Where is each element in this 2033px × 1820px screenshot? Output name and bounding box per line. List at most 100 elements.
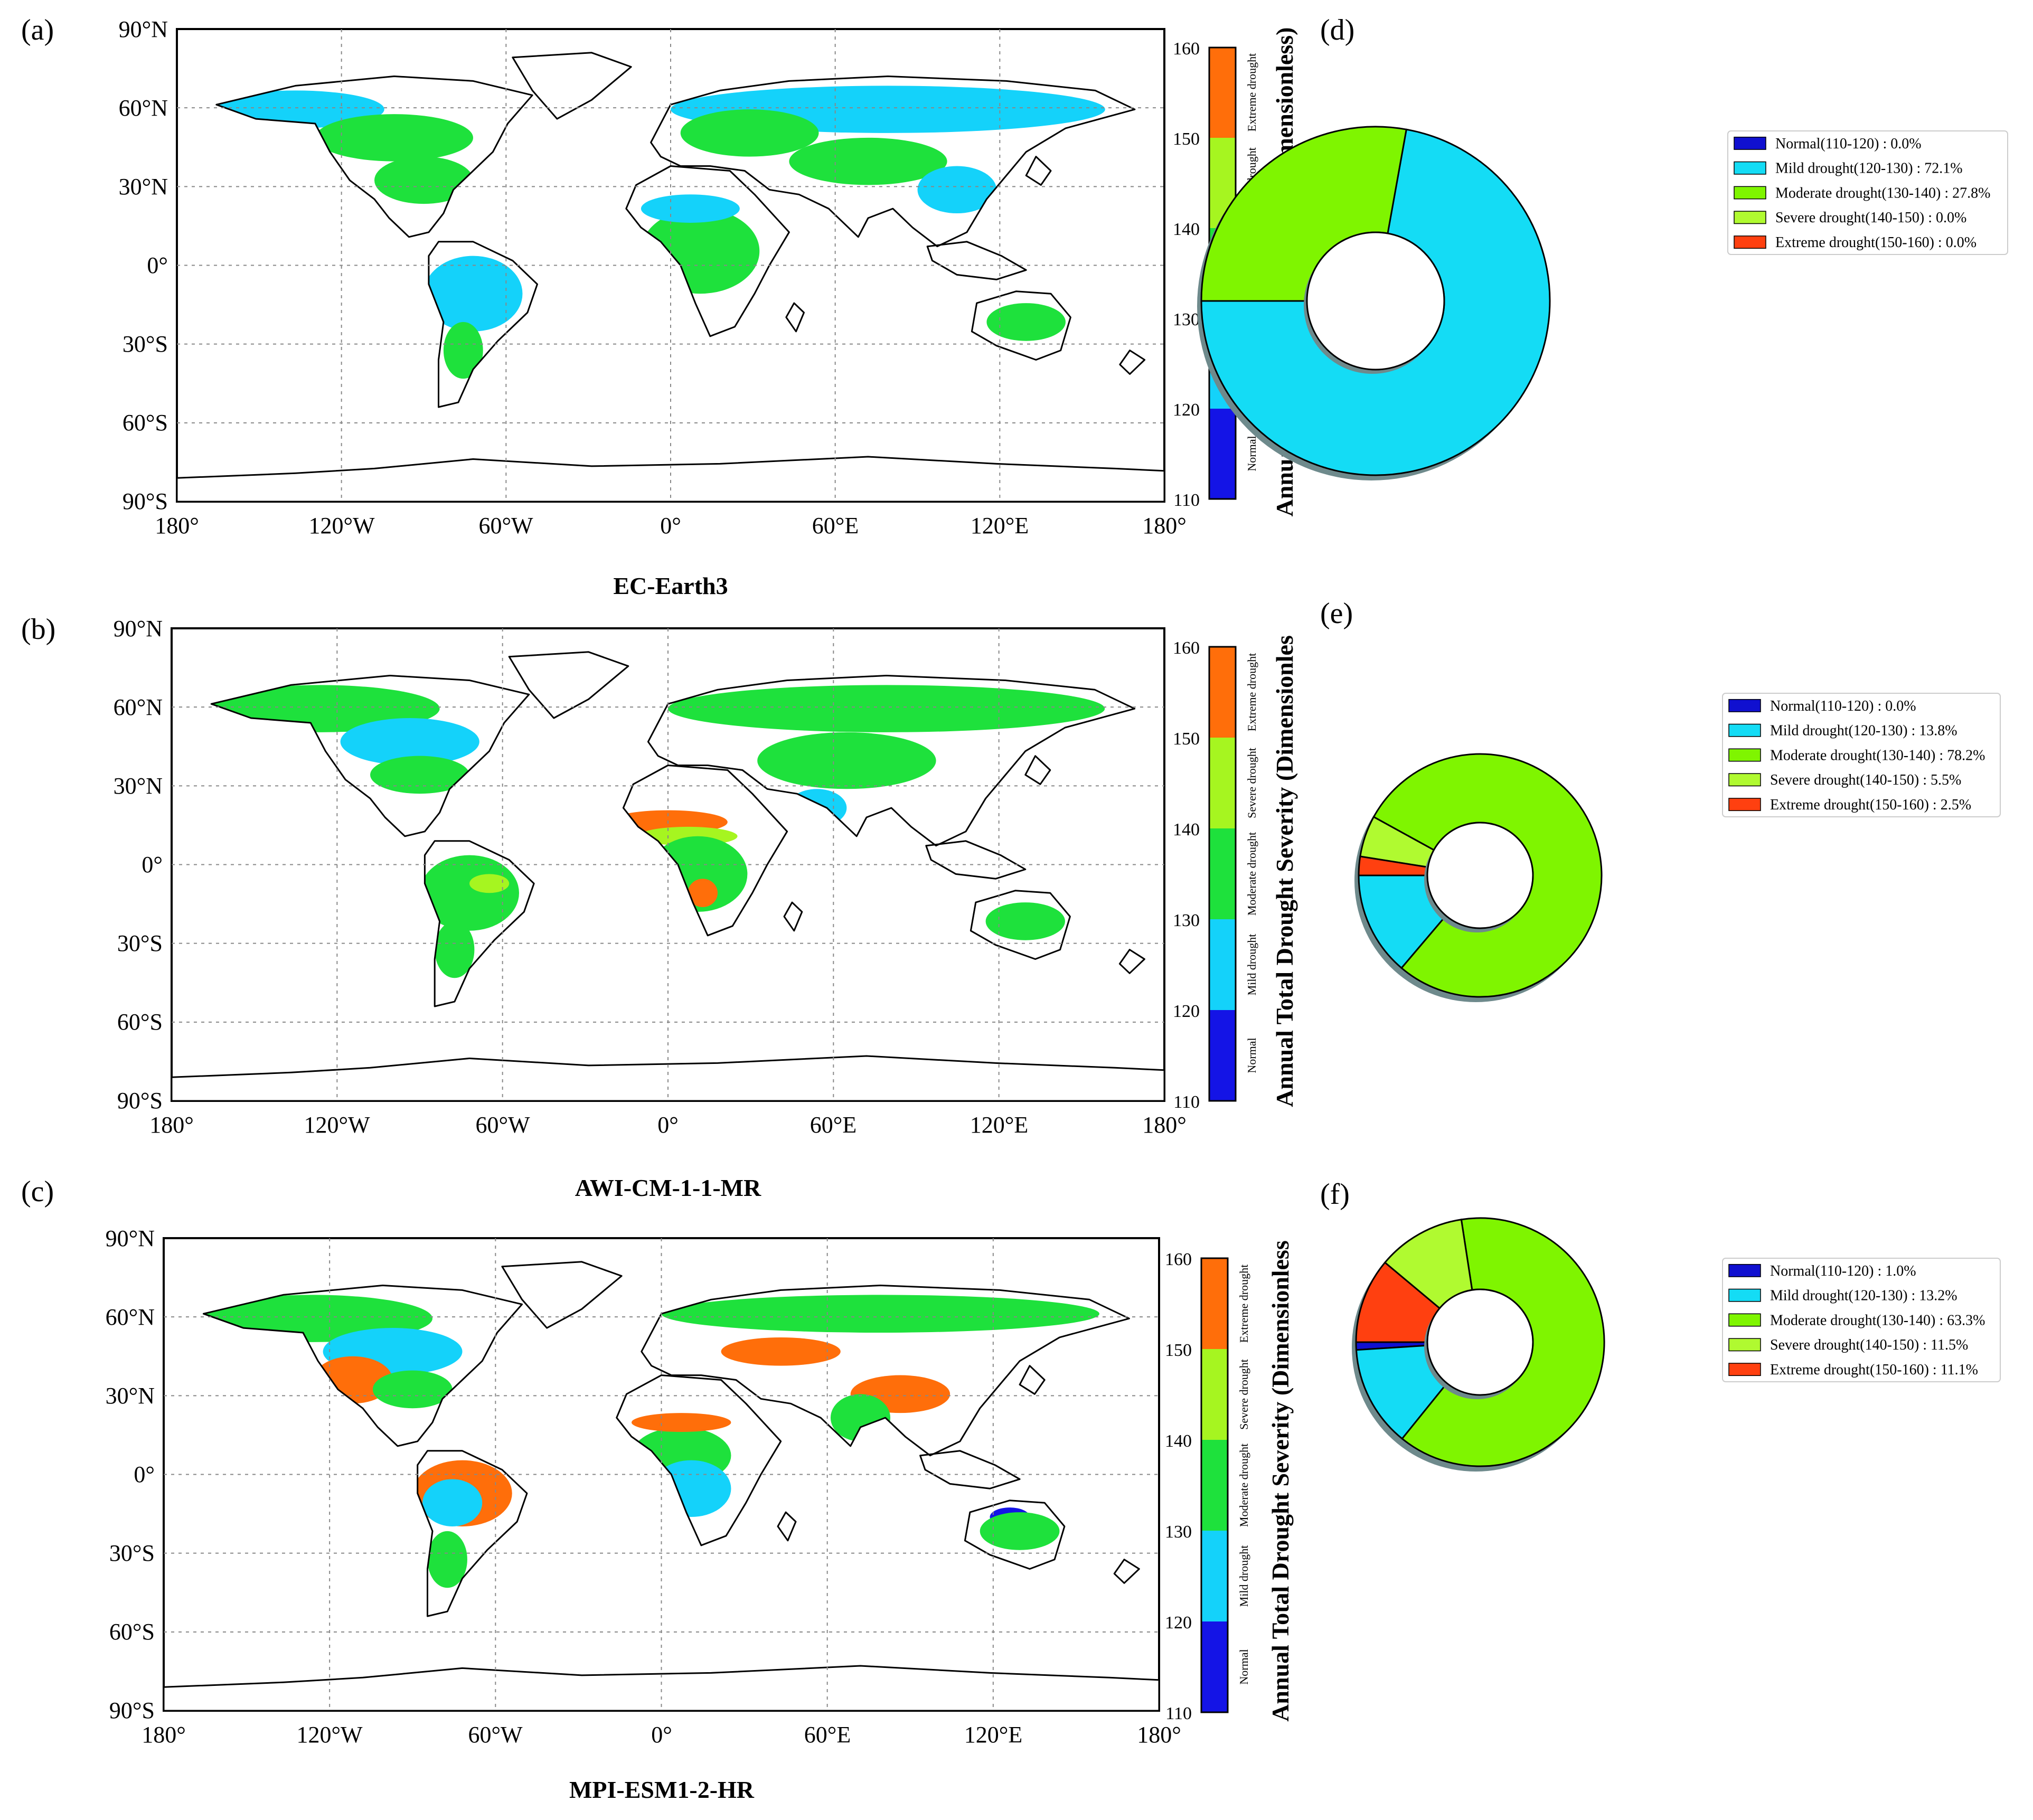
colorbar-tick: 130 (1165, 1522, 1192, 1542)
lat-tick-labels: 90°N 60°N 30°N 0° 30°S 60°S 90°S (119, 16, 168, 514)
colorbar-title: Annual Total Drought Severity (Dimension… (1267, 1240, 1294, 1722)
lon-tick: 60°W (478, 513, 533, 539)
colorbar-segment-moderate (1201, 1440, 1228, 1531)
colorbar-segment-normal (1201, 1621, 1228, 1712)
land-greenland (509, 652, 628, 718)
lat-tick: 0° (142, 852, 163, 878)
lon-tick: 120°E (971, 513, 1029, 539)
class-label-extreme: Extreme drought (1245, 53, 1258, 131)
legend-swatch-extreme (1728, 798, 1761, 812)
coastline-africa (616, 1374, 782, 1546)
drought-patch-mild (423, 256, 523, 332)
colorbar-tick: 110 (1173, 1092, 1200, 1112)
lat-tick: 60°S (109, 1619, 155, 1645)
class-label-moderate: Moderate drought (1237, 1444, 1250, 1527)
pie-panel-d: (d) Normal(110-120) : 0.0% Mild drought(1… (1197, 14, 2008, 480)
coastline-madagascar (785, 302, 805, 333)
lat-tick: 90°N (106, 1225, 155, 1251)
lon-tick: 180° (1137, 1722, 1181, 1748)
map-panel-c: (c) 90°N 60°N 30°N 0° 30°S 60°S 90°S 180… (21, 1175, 1294, 1803)
lat-tick: 90°S (117, 1088, 163, 1114)
drought-patch-moderate (443, 322, 483, 379)
legend-label: Extreme drought(150-160) : 0.0% (1775, 234, 1976, 251)
colorbar-tick: 150 (1173, 729, 1200, 749)
pie-panel-e: (e) Normal(110-120) : 0.0% Mild drought(1… (1320, 597, 2001, 1002)
panel-letter-d: (d) (1320, 14, 1354, 46)
drought-patch-moderate (985, 902, 1066, 940)
coastline-australia (971, 290, 1071, 361)
coastline-japan (1019, 1365, 1046, 1395)
colorbar-class-labels: Extreme drought Severe drought Moderate … (1245, 653, 1258, 1073)
coastline-greenland (508, 651, 629, 719)
legend-box (1722, 1258, 2001, 1382)
lat-tick: 60°N (119, 95, 168, 121)
lon-tick: 0° (651, 1722, 672, 1748)
legend-label: Extreme drought(150-160) : 11.1% (1770, 1362, 1978, 1378)
pie-panel-f: (f) Normal(110-120) : 1.0% Mild drought(1… (1320, 1178, 2001, 1472)
legend-swatch-mild (1734, 161, 1766, 175)
colorbar-tick: 130 (1173, 911, 1200, 930)
coastline-south-america (423, 840, 535, 1007)
colorbar-segment-extreme (1209, 48, 1236, 138)
legend-swatch-moderate (1728, 1313, 1761, 1327)
legend-label: Severe drought(140-150) : 0.0% (1775, 210, 1966, 226)
lat-tick: 30°S (123, 331, 168, 357)
coastline-north-america (210, 675, 530, 837)
land-southeast-asia (926, 841, 1025, 879)
coastline-eurasia (650, 76, 1136, 248)
donut-chart (1352, 1217, 1605, 1472)
colorbar-segment-mild (1201, 1531, 1228, 1621)
lat-tick: 60°S (123, 410, 168, 436)
colorbar-tick: 160 (1173, 39, 1200, 59)
panel-letter-b: (b) (21, 613, 55, 646)
land-antarctica (172, 1056, 1164, 1101)
legend-label: Normal(110-120) : 1.0% (1770, 1263, 1916, 1279)
drought-patch-mild (641, 194, 740, 223)
pie-legend: Normal(110-120) : 1.0% Mild drought(120-1… (1722, 1258, 2001, 1382)
colorbar (1208, 646, 1237, 1102)
lon-tick: 0° (660, 513, 681, 539)
lat-tick: 30°S (109, 1540, 155, 1566)
class-label-normal: Normal (1245, 1038, 1258, 1073)
lon-tick: 180° (149, 1112, 194, 1138)
colorbar-tick: 120 (1173, 400, 1200, 420)
drought-fill (211, 685, 1105, 978)
legend-label: Mild drought(120-130) : 13.2% (1770, 1288, 1957, 1304)
lon-tick-labels: 180° 120°W 60°W 0° 60°E 120°E 180° (149, 1112, 1187, 1138)
colorbar-tick: 150 (1165, 1341, 1192, 1360)
legend-swatch-severe (1728, 1338, 1761, 1352)
gridlines (177, 29, 1164, 502)
lon-tick: 120°E (964, 1722, 1022, 1748)
colorbar-ticks: 160 150 140 130 120 110 (1173, 638, 1200, 1112)
lon-tick: 60°W (468, 1722, 523, 1748)
legend-swatch-normal (1728, 699, 1761, 712)
class-label-normal: Normal (1245, 436, 1258, 471)
colorbar-tick: 110 (1165, 1704, 1192, 1723)
coastline-north-america (215, 76, 533, 238)
colorbar-class-labels: Extreme drought Severe drought Moderate … (1237, 1265, 1250, 1685)
coastline-eurasia (641, 1285, 1130, 1457)
class-label-normal: Normal (1237, 1649, 1250, 1684)
lon-tick: 120°W (304, 1112, 370, 1138)
colorbar-segment-severe (1201, 1349, 1228, 1440)
drought-patch-mild (917, 166, 997, 214)
lon-tick: 180° (1142, 513, 1187, 539)
drought-patch-moderate (668, 685, 1105, 732)
land-southeast-asia (920, 1450, 1020, 1489)
lat-tick: 30°N (106, 1383, 155, 1409)
lon-tick-labels: 180° 120°W 60°W 0° 60°E 120°E 180° (142, 1722, 1181, 1748)
coastline-eurasia (647, 675, 1136, 847)
land-antarctica (164, 1666, 1159, 1711)
panel-letter-c: (c) (21, 1175, 54, 1208)
lon-tick: 180° (1142, 1112, 1187, 1138)
legend-label: Mild drought(120-130) : 72.1% (1775, 161, 1963, 177)
coastline-new-zealand (1118, 949, 1145, 974)
class-label-severe: Severe drought (1245, 748, 1258, 818)
lat-tick: 90°N (114, 616, 163, 642)
land-greenland (512, 52, 632, 119)
colorbar-tick: 140 (1173, 220, 1200, 239)
coastline-australia (970, 890, 1071, 960)
colorbar-ticks: 160 150 140 130 120 110 (1165, 1250, 1192, 1723)
legend-label: Moderate drought(130-140) : 78.2% (1770, 747, 1985, 763)
lon-tick: 60°E (804, 1722, 851, 1748)
